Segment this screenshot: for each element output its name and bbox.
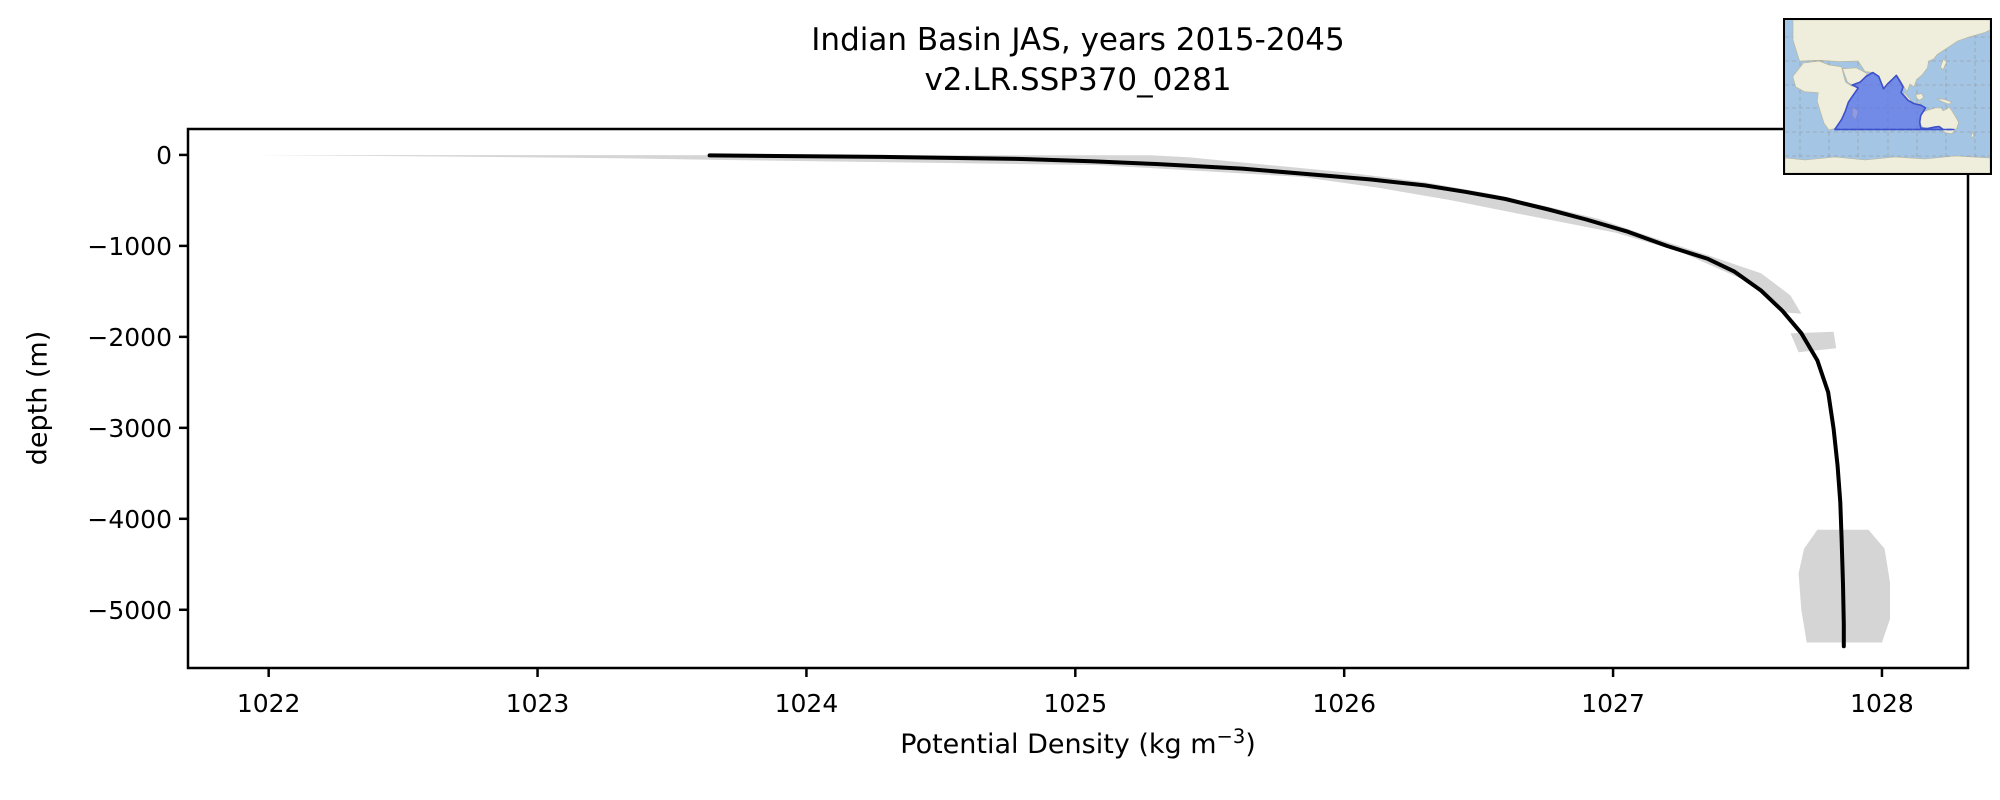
svg-text:1024: 1024 <box>775 689 839 718</box>
svg-text:−5000: −5000 <box>87 596 172 625</box>
map-eurasia <box>1792 20 1990 93</box>
map-landmasses <box>1785 20 1990 173</box>
axes-spines <box>186 127 1970 670</box>
svg-text:−4000: −4000 <box>87 505 172 534</box>
svg-text:−3000: −3000 <box>87 414 172 443</box>
y-axis-label: depth (m) <box>22 330 54 466</box>
x-axis-label: Potential Density (kg m−3) <box>188 725 1968 760</box>
map-antarctica <box>1785 155 1990 173</box>
svg-text:−1000: −1000 <box>87 232 172 261</box>
world-map <box>1785 20 1990 173</box>
svg-text:−2000: −2000 <box>87 323 172 352</box>
uncertainty-band <box>257 155 1890 643</box>
x-axis-label-close: ) <box>1245 729 1256 760</box>
svg-text:1027: 1027 <box>1581 689 1645 718</box>
map-new-guinea <box>1937 98 1953 105</box>
x-axis-label-text: Potential Density (kg m <box>900 729 1217 760</box>
chart-title-line1: Indian Basin JAS, years 2015-2045 <box>811 22 1345 58</box>
x-axis-ticks: 1022 1023 1024 1025 1026 1027 1028 <box>237 668 1914 718</box>
chart-title-line2: v2.LR.SSP370_0281 <box>924 62 1232 98</box>
map-indian-basin-region <box>1833 71 1955 131</box>
chart-title: Indian Basin JAS, years 2015-2045 v2.LR.… <box>188 20 1968 100</box>
svg-text:1028: 1028 <box>1850 689 1914 718</box>
svg-text:1022: 1022 <box>237 689 301 718</box>
svg-text:1026: 1026 <box>1312 689 1376 718</box>
y-axis-ticks: 0 −1000 −2000 −3000 −4000 −5000 <box>87 141 188 625</box>
svg-text:1023: 1023 <box>506 689 570 718</box>
basin-inset-map <box>1783 18 1992 175</box>
map-japan <box>1940 58 1947 71</box>
x-axis-label-superscript: −3 <box>1216 725 1246 749</box>
svg-text:1025: 1025 <box>1043 689 1107 718</box>
profile-line <box>707 153 1846 649</box>
svg-text:0: 0 <box>156 141 172 170</box>
map-borneo <box>1915 93 1924 101</box>
map-new-zealand <box>1970 131 1975 139</box>
